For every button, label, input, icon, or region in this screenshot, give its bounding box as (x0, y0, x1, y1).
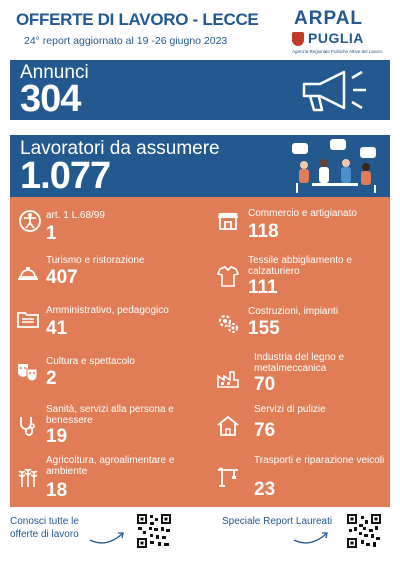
sector-label: Industria del legno e metalmeccanica (254, 352, 345, 374)
arrow-icon (293, 532, 328, 544)
sector-turismo: Turismo e ristorazione 407 (10, 251, 200, 303)
lavoratori-label: Lavoratori da assumere (20, 138, 220, 159)
footer-left-text-2: offerte di lavoro (10, 529, 79, 540)
sector-cultura: Cultura e spettacolo 2 (10, 352, 200, 404)
clothing-icon (216, 266, 240, 287)
accessibility-icon (19, 210, 41, 232)
page-subtitle: 24° report aggiornato al 19 -26 giugno 2… (24, 35, 228, 47)
header: OFFERTE DI LAVORO - LECCE 24° report agg… (0, 0, 400, 60)
hotel-bell-icon (18, 267, 38, 280)
sector-costruzioni: Costruzioni, impianti 155 (210, 301, 400, 353)
shop-icon (218, 213, 238, 230)
sector-label: Turismo e ristorazione (46, 255, 145, 266)
qr-code-laureati-icon[interactable] (346, 513, 382, 549)
sector-value: 19 (46, 426, 68, 447)
sector-value: 2 (46, 368, 57, 389)
footer-right-link[interactable]: Speciale Report Laureati (222, 516, 333, 527)
sector-value: 41 (46, 318, 68, 339)
factory-icon (217, 371, 239, 388)
lavoratori-panel: Lavoratori da assumere 1.077 (10, 135, 390, 197)
arpal-logo: ARPAL PUGLIA Agenzia Regionale Politiche… (290, 8, 390, 60)
arrow-icon (89, 532, 124, 544)
folder-icon (17, 312, 39, 328)
qr-code-offerte-icon[interactable] (136, 513, 172, 549)
sector-label: Commercio e artigianato (248, 208, 357, 219)
sector-value: 18 (46, 480, 68, 501)
puglia-seal-icon (292, 32, 304, 46)
annunci-panel: Annunci 304 (10, 60, 390, 120)
sector-value: 111 (248, 277, 278, 298)
logo-arpal-text: ARPAL (294, 8, 364, 29)
sector-label: Trasporti e riparazione veicoli (254, 455, 385, 466)
sector-label: Sanità, servizi alla persona e benessere (46, 404, 174, 426)
megaphone-icon (302, 70, 366, 112)
gears-icon (218, 314, 238, 333)
footer-left-text-1: Conosci tutte le (10, 516, 79, 527)
sector-commercio: Commercio e artigianato 118 (210, 201, 400, 253)
sectors-grid: art. 1 L.68/99 1 Turismo e ristorazione … (10, 197, 390, 507)
sector-label: Cultura e spettacolo (46, 356, 135, 367)
wheat-icon (18, 468, 38, 487)
annunci-value: 304 (20, 78, 81, 120)
sector-value: 76 (254, 420, 276, 441)
sector-label: Servizi di pulizie (254, 404, 326, 415)
people-meeting-icon (292, 139, 376, 193)
sector-pulizie: Servizi di pulizie 76 (210, 402, 400, 454)
sector-label: Amministrativo, pedagogico (46, 305, 169, 316)
sector-value: 155 (248, 318, 280, 339)
sector-sanita: Sanità, servizi alla persona e benessere… (10, 402, 200, 454)
sector-value: 407 (46, 267, 78, 288)
sector-amministrativo: Amministrativo, pedagogico 41 (10, 301, 200, 353)
logo-puglia-text: PUGLIA (308, 30, 364, 46)
sector-label: Tessile abbigliamento e calzaturiero (248, 255, 352, 277)
sector-value: 23 (254, 479, 276, 500)
logo-subtitle: Agenzia Regionale Politiche Attive del L… (292, 49, 383, 54)
footer: Conosci tutte le offerte di lavoro Speci… (10, 510, 390, 560)
sector-art1: art. 1 L.68/99 1 (10, 201, 200, 253)
lavoratori-value: 1.077 (20, 155, 111, 197)
footer-left-link[interactable]: Conosci tutte le offerte di lavoro (10, 515, 79, 541)
sector-tessile: Tessile abbigliamento e calzaturiero 111 (210, 251, 400, 303)
sector-agricoltura: Agricoltura, agroalimentare e ambiente 1… (10, 453, 200, 505)
sector-value: 118 (248, 221, 279, 242)
sector-trasporti: Trasporti e riparazione veicoli 23 (210, 453, 400, 505)
crane-icon (217, 467, 238, 487)
theater-masks-icon (18, 364, 38, 382)
sector-label: Costruzioni, impianti (248, 306, 339, 317)
annunci-label: Annunci (20, 62, 89, 83)
page-title: OFFERTE DI LAVORO - LECCE (16, 10, 259, 29)
sector-label: art. 1 L.68/99 (46, 210, 105, 221)
stethoscope-icon (20, 417, 35, 436)
cleaning-house-icon (217, 415, 239, 436)
sector-industria: Industria del legno e metalmeccanica 70 (210, 352, 400, 404)
sector-value: 1 (46, 223, 57, 244)
sector-value: 70 (254, 374, 276, 395)
sector-label: Agricoltura, agroalimentare e ambiente (46, 455, 175, 477)
